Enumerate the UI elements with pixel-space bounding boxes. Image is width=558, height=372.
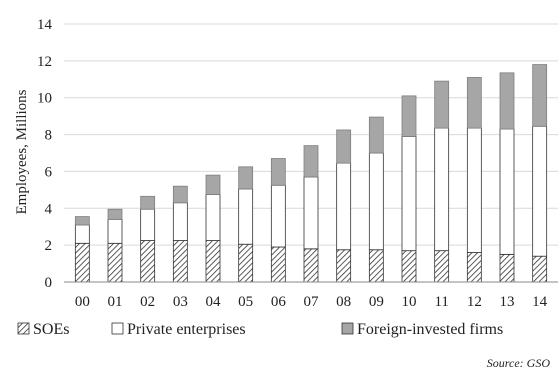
x-tick-label: 08 — [336, 294, 351, 310]
y-tick-label: 2 — [45, 238, 53, 254]
bar-segment-soes — [205, 240, 221, 283]
x-tick-label: 14 — [532, 294, 548, 310]
bar-segment-private-enterprises — [499, 128, 515, 255]
bar-segment-private-enterprises — [401, 136, 417, 252]
y-tick-label: 6 — [45, 164, 53, 180]
x-tick-label: 06 — [271, 294, 287, 310]
bar-segment-soes — [172, 240, 188, 283]
bar-segment-foreign-invested-firms — [368, 116, 384, 154]
legend-label: Private enterprises — [127, 321, 246, 338]
bar-segment-foreign-invested-firms — [238, 166, 254, 190]
bar-segment-foreign-invested-firms — [74, 216, 90, 226]
bar-segment-foreign-invested-firms — [532, 64, 548, 127]
bar-segment-private-enterprises — [238, 188, 254, 245]
x-axis-ticks: 00 01 02 03 04 05 06 07 08 09 10 11 12 13 14 — [75, 294, 548, 310]
bar-segment-soes — [303, 248, 319, 283]
bar-segment-private-enterprises — [74, 224, 90, 244]
bar-segment-foreign-invested-firms — [401, 95, 417, 137]
y-axis-title: Employees, Millions — [14, 89, 30, 214]
bar-segment-foreign-invested-firms — [270, 158, 286, 186]
bar-segment-soes — [466, 252, 482, 283]
x-tick-label: 03 — [173, 294, 188, 310]
y-tick-label: 0 — [45, 275, 53, 291]
y-tick-label: 4 — [45, 201, 53, 217]
bar-segment-private-enterprises — [336, 162, 352, 251]
bar-segment-private-enterprises — [140, 208, 156, 241]
bar-segment-soes — [368, 249, 384, 283]
bar-segment-foreign-invested-firms — [107, 208, 123, 220]
legend-swatch — [341, 322, 354, 335]
x-tick-label: 00 — [75, 294, 90, 310]
bars — [74, 64, 548, 283]
legend-swatch — [17, 322, 30, 335]
bar-segment-foreign-invested-firms — [466, 77, 482, 129]
bar-segment-foreign-invested-firms — [499, 72, 515, 130]
bar-segment-foreign-invested-firms — [303, 145, 319, 178]
bar-segment-soes — [532, 255, 548, 283]
bar-segment-soes — [336, 249, 352, 283]
x-tick-label: 10 — [402, 294, 417, 310]
bar-segment-soes — [270, 246, 286, 283]
legend-swatch — [111, 322, 124, 335]
bar-segment-private-enterprises — [205, 194, 221, 241]
x-tick-label: 13 — [500, 294, 515, 310]
bar-segment-private-enterprises — [466, 127, 482, 253]
bar-segment-soes — [74, 242, 90, 283]
bar-segment-private-enterprises — [303, 176, 319, 250]
bar-segment-foreign-invested-firms — [172, 185, 188, 204]
bar-segment-foreign-invested-firms — [140, 195, 156, 210]
bar-segment-soes — [140, 240, 156, 283]
y-tick-label: 12 — [37, 54, 52, 70]
legend: SOEs Private enterprises Foreign-invested … — [17, 321, 503, 338]
legend-label: Foreign-invested firms — [357, 321, 503, 338]
x-tick-label: 07 — [304, 294, 320, 310]
x-tick-label: 09 — [369, 294, 384, 310]
bar-segment-soes — [499, 253, 515, 283]
bar-segment-soes — [238, 243, 254, 283]
bar-segment-foreign-invested-firms — [434, 80, 450, 129]
x-tick-label: 01 — [108, 294, 123, 310]
x-tick-label: 05 — [238, 294, 253, 310]
bar-segment-foreign-invested-firms — [205, 174, 221, 195]
y-tick-label: 10 — [37, 91, 52, 107]
bar-segment-private-enterprises — [172, 202, 188, 241]
bar-segment-private-enterprises — [532, 125, 548, 257]
bar-segment-foreign-invested-firms — [336, 129, 352, 164]
y-axis-ticks: 0 2 4 6 8 10 12 14 — [37, 17, 53, 291]
bar-segment-private-enterprises — [107, 218, 123, 244]
x-tick-label: 04 — [206, 294, 222, 310]
bar-segment-private-enterprises — [270, 184, 286, 248]
y-tick-label: 14 — [37, 17, 53, 33]
x-tick-label: 12 — [467, 294, 482, 310]
source-note: Source: GSO — [487, 356, 551, 370]
bar-segment-private-enterprises — [434, 127, 450, 252]
x-tick-label: 11 — [434, 294, 448, 310]
legend-label: SOEs — [33, 321, 69, 338]
y-tick-label: 8 — [45, 128, 53, 144]
bar-segment-soes — [401, 250, 417, 283]
bar-segment-soes — [434, 250, 450, 283]
bar-segment-private-enterprises — [368, 152, 384, 251]
x-tick-label: 02 — [140, 294, 155, 310]
bar-segment-soes — [107, 242, 123, 283]
